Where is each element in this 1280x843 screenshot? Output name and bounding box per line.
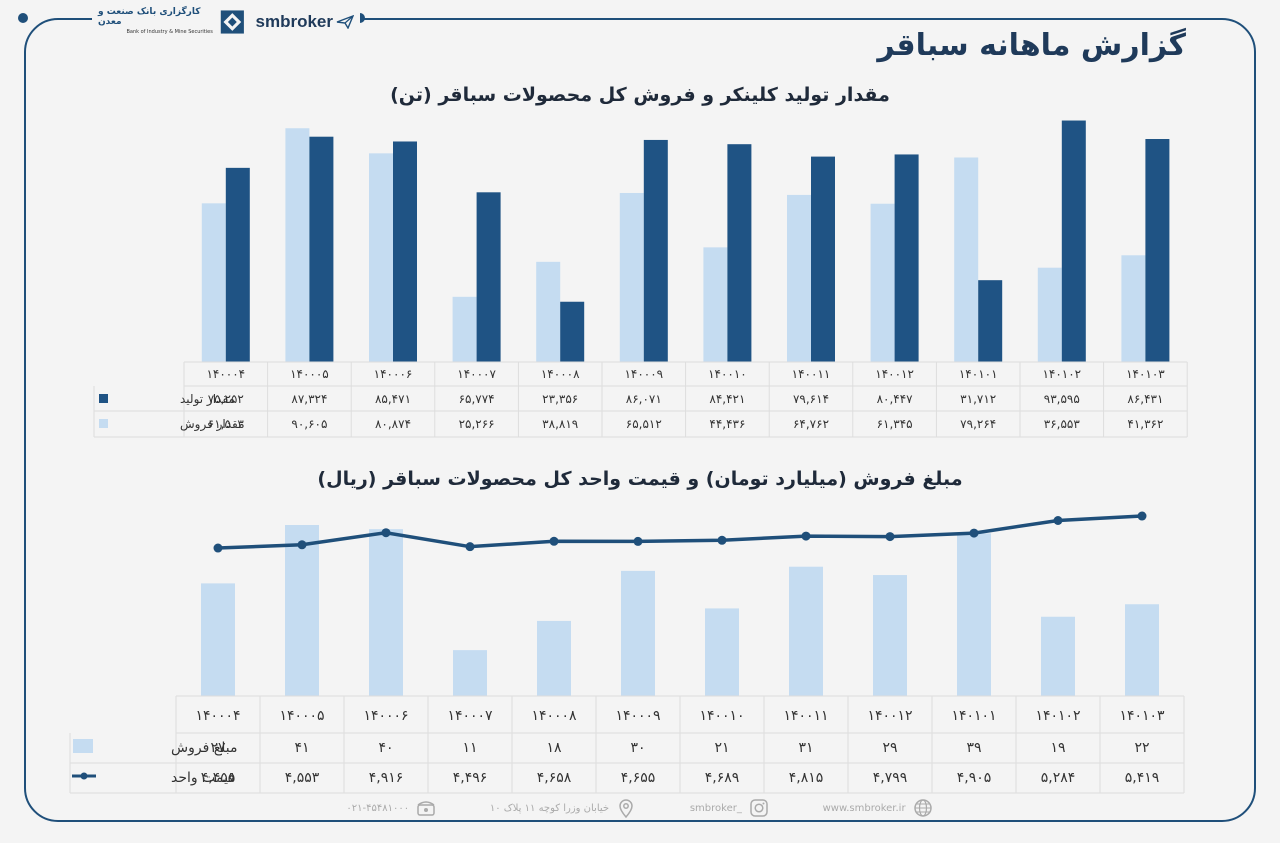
chart2-title: مبلغ فروش (میلیارد تومان) و قیمت واحد کل…: [317, 468, 963, 490]
smbroker-logo: smbroker: [256, 12, 354, 32]
paper-plane-icon: [336, 15, 354, 29]
bank-logo-icon: [220, 10, 244, 34]
frame-dot-right: [355, 13, 365, 23]
page-title: گزارش ماهانه سباقر: [877, 28, 1186, 63]
report-frame: [24, 18, 1256, 822]
footer-address: خیابان وزرا کوچه ۱۱ پلاک ۱۰: [490, 797, 637, 819]
footer-phone-text: ۰۲۱-۴۵۴۸۱۰۰۰: [346, 802, 410, 814]
bank-name-block: کارگزاری بانک صنعت و معدن Bank of Indust…: [98, 7, 213, 37]
brand-header: کارگزاری بانک صنعت و معدن Bank of Indust…: [92, 4, 360, 40]
footer-address-text: خیابان وزرا کوچه ۱۱ پلاک ۱۰: [489, 802, 610, 814]
instagram-icon: [750, 799, 768, 817]
footer-website[interactable]: www.smbroker.ir: [823, 797, 934, 819]
chart1-title: مقدار تولید کلینکر و فروش کل محصولات سبا…: [390, 84, 890, 106]
brand-name: smbroker: [255, 12, 333, 31]
phone-icon: [417, 801, 435, 816]
footer: ۰۲۱-۴۵۴۸۱۰۰۰ خیابان وزرا کوچه ۱۱ پلاک ۱۰…: [320, 796, 960, 820]
frame-dot-left: [18, 13, 28, 23]
footer-website-text[interactable]: www.smbroker.ir: [822, 802, 906, 814]
bank-name: کارگزاری بانک صنعت و معدن: [98, 7, 201, 27]
globe-icon: [913, 799, 932, 817]
location-pin-icon: [619, 799, 633, 819]
bank-name-en: Bank of Industry & Mine Securities: [126, 29, 213, 35]
footer-phone: ۰۲۱-۴۵۴۸۱۰۰۰: [346, 797, 437, 819]
footer-instagram-text[interactable]: smbroker_: [689, 802, 742, 814]
footer-instagram[interactable]: smbroker_: [690, 797, 770, 819]
